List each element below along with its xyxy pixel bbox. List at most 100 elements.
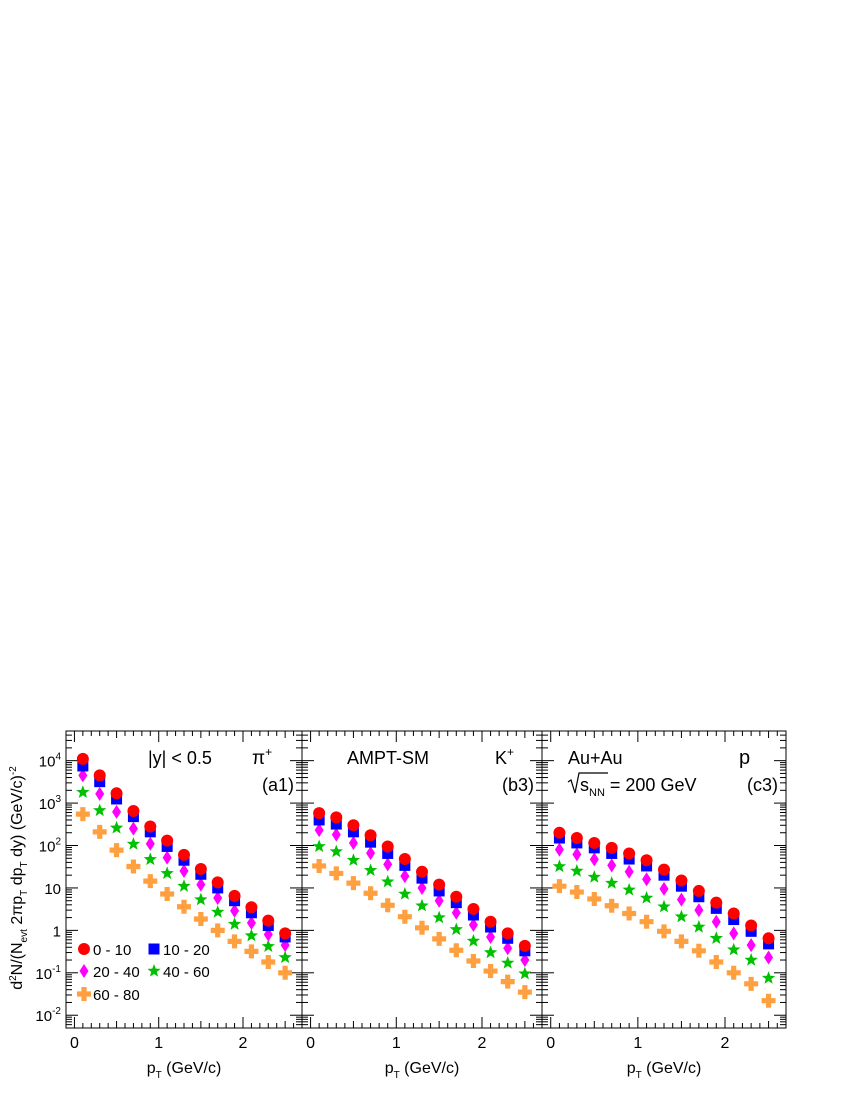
data-point <box>624 864 634 879</box>
y-tick-label: 103 <box>39 794 62 813</box>
data-point <box>381 840 394 853</box>
x-axis-title: pT (GeV/c) <box>147 1060 222 1081</box>
particle-label: π+ <box>252 745 272 769</box>
legend-item: 10 - 20 <box>148 942 210 959</box>
data-point <box>416 865 428 878</box>
data-point <box>348 835 358 850</box>
data-point <box>711 914 721 929</box>
data-point <box>179 864 189 879</box>
data-point <box>501 956 515 969</box>
data-point <box>398 853 411 866</box>
x-tick-label: 1 <box>633 1035 642 1052</box>
data-point <box>109 820 124 834</box>
data-point <box>451 905 461 920</box>
data-point <box>312 858 327 873</box>
data-point <box>450 890 463 903</box>
data-point <box>416 872 428 884</box>
data-point <box>177 879 191 892</box>
data-point <box>639 914 654 929</box>
data-point <box>245 901 258 914</box>
data-point <box>500 974 515 989</box>
data-point <box>761 971 776 984</box>
data-point <box>380 898 395 913</box>
data-point <box>642 872 652 887</box>
data-point <box>728 914 740 926</box>
data-point <box>177 899 191 914</box>
data-point <box>398 887 412 900</box>
y-tick-label: 10-2 <box>35 1006 61 1025</box>
data-point <box>607 858 617 873</box>
data-point <box>382 847 394 859</box>
data-point <box>605 876 619 889</box>
data-point <box>127 805 140 818</box>
x-tick-label: 0 <box>546 1035 555 1052</box>
data-point <box>674 934 689 949</box>
data-point <box>278 950 292 964</box>
data-point <box>246 915 256 930</box>
data-point <box>143 852 157 866</box>
data-point <box>518 939 531 952</box>
data-point <box>676 892 686 907</box>
data-point <box>193 912 208 927</box>
x-axis-title: pT (GeV/c) <box>385 1060 460 1081</box>
data-point <box>228 889 241 902</box>
data-point <box>92 824 107 839</box>
data-point <box>76 752 89 765</box>
data-point <box>364 829 377 842</box>
legend-item: 60 - 80 <box>77 987 140 1004</box>
data-point <box>483 964 498 979</box>
data-point <box>658 863 670 876</box>
y-tick-label: 104 <box>39 752 62 771</box>
legend-label: 60 - 80 <box>93 987 140 1004</box>
y-tick-label: 10-1 <box>35 964 61 983</box>
data-point <box>552 879 567 894</box>
data-point <box>128 821 138 836</box>
data-point <box>112 804 122 819</box>
data-point <box>143 874 158 889</box>
data-point <box>639 890 654 904</box>
data-point <box>674 909 689 923</box>
x-axis-title: pT (GeV/c) <box>627 1060 702 1081</box>
data-point <box>161 834 174 847</box>
legend-marker <box>148 943 160 955</box>
data-point <box>95 786 105 801</box>
data-point <box>210 923 225 938</box>
data-point <box>449 943 464 958</box>
data-point <box>726 965 741 980</box>
sqrt-sign <box>567 772 608 794</box>
data-point <box>160 886 175 901</box>
legend-marker <box>77 987 91 1001</box>
data-point <box>126 837 141 850</box>
system-annotation: Au+Au <box>568 748 623 768</box>
energy-annotation: sNN = 200 GeV <box>580 775 696 799</box>
data-point <box>744 976 759 991</box>
legend-label: 20 - 40 <box>93 964 140 981</box>
data-point <box>622 906 637 921</box>
data-point <box>213 890 223 905</box>
data-point <box>433 878 446 891</box>
data-point <box>329 866 344 881</box>
data-point <box>467 909 479 921</box>
data-point <box>227 917 242 930</box>
data-point <box>415 920 429 935</box>
data-point <box>94 776 106 788</box>
data-point <box>692 920 706 933</box>
data-point <box>162 850 172 865</box>
data-point <box>434 893 444 908</box>
data-point <box>659 881 669 896</box>
data-point <box>211 905 225 918</box>
data-point <box>572 847 582 862</box>
data-point <box>347 819 360 832</box>
panel-label: (a1) <box>262 775 294 795</box>
data-point <box>381 874 395 888</box>
data-point <box>346 876 361 891</box>
data-point <box>587 870 601 883</box>
data-point <box>145 836 155 851</box>
data-point <box>227 934 242 949</box>
data-point <box>433 885 445 897</box>
rapidity-annotation: |y| < 0.5 <box>148 748 212 768</box>
data-point <box>126 859 141 874</box>
x-tick-label: 0 <box>70 1035 79 1052</box>
legend-item: 0 - 10 <box>78 942 131 959</box>
